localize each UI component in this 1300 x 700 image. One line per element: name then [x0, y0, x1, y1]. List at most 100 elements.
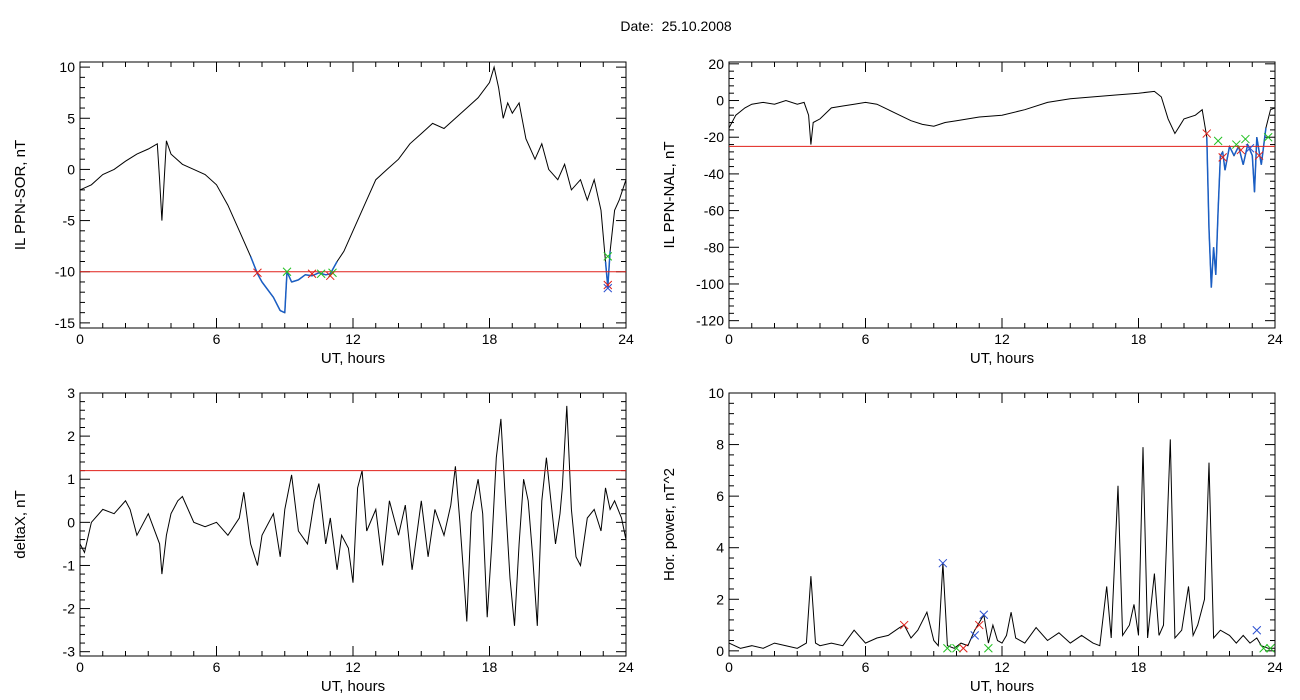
y-tick-label: -100 — [696, 276, 724, 292]
event-marker-stroke — [1236, 145, 1246, 155]
x-axis-label: UT, hours — [970, 350, 1034, 367]
event-marker — [253, 268, 262, 278]
event-marker — [1254, 151, 1264, 160]
series-line — [728, 90, 1276, 288]
y-tick-label: 0 — [67, 161, 75, 177]
y-axis-label: IL PPN-SOR, nT — [12, 140, 29, 250]
event-marker — [958, 643, 968, 653]
event-marker-stroke — [325, 271, 335, 281]
event-marker — [1245, 143, 1255, 153]
event-marker-stroke — [307, 269, 317, 279]
event-marker-stroke — [958, 643, 968, 653]
event-marker-stroke — [1252, 625, 1262, 635]
x-axis-label: UT, hours — [321, 350, 385, 367]
y-axis-label: Hor. power, nT^2 — [661, 468, 678, 581]
event-marker — [1241, 134, 1250, 144]
y-tick-label: 1 — [67, 471, 75, 487]
event-marker — [1259, 643, 1268, 653]
y-tick-label: 0 — [716, 643, 724, 659]
event-marker-stroke — [970, 631, 980, 640]
x-tick-label: 18 — [482, 331, 498, 347]
y-tick-label: 0 — [67, 514, 75, 530]
x-tick-label: 6 — [862, 659, 870, 675]
x-axis-label: UT, hours — [970, 678, 1034, 695]
event-marker-stroke — [1241, 134, 1250, 144]
event-marker — [1236, 145, 1246, 155]
event-marker — [970, 631, 980, 640]
series-line — [728, 439, 1275, 649]
event-marker-stroke — [316, 269, 326, 279]
y-tick-label: -80 — [704, 239, 724, 255]
x-tick-label: 0 — [76, 331, 84, 347]
plot-frame — [79, 392, 627, 657]
event-marker-stroke — [1254, 151, 1264, 160]
event-marker-stroke — [1259, 643, 1268, 653]
x-tick-label: 0 — [725, 331, 733, 347]
x-tick-label: 6 — [213, 331, 221, 347]
x-tick-label: 0 — [76, 659, 84, 675]
event-marker — [952, 643, 961, 653]
y-tick-label: -10 — [55, 264, 75, 280]
event-marker-stroke — [603, 252, 613, 261]
event-marker — [974, 620, 984, 630]
x-tick-label: 12 — [345, 331, 361, 347]
y-tick-label: 0 — [716, 93, 724, 109]
event-marker — [1231, 140, 1241, 149]
event-marker-stroke — [938, 558, 948, 568]
event-marker-stroke — [1231, 140, 1241, 149]
x-tick-label: 18 — [482, 659, 498, 675]
y-tick-label: 3 — [67, 385, 75, 401]
x-tick-label: 12 — [994, 331, 1010, 347]
series-line — [79, 65, 627, 314]
plot-frame — [79, 61, 627, 329]
chart-panel-2: 0 6 12 18 24 -120 -100 -80 -60 -40 -20 0 20 UT, hours… — [661, 56, 1283, 367]
y-tick-label: 10 — [59, 59, 75, 75]
event-marker-stroke — [974, 620, 984, 630]
y-tick-label: -40 — [704, 166, 724, 182]
event-marker-stroke — [603, 283, 613, 293]
event-marker-stroke — [899, 620, 909, 630]
y-tick-label: 2 — [716, 591, 724, 607]
event-marker — [1252, 625, 1262, 635]
y-tick-label: -15 — [55, 315, 75, 331]
y-tick-label: 6 — [716, 488, 724, 504]
y-tick-label: 5 — [67, 110, 75, 126]
event-marker — [1213, 136, 1223, 146]
event-marker-stroke — [1266, 643, 1275, 653]
series-line — [79, 405, 627, 626]
x-axis-label: UT, hours — [321, 678, 385, 695]
event-marker — [938, 558, 948, 568]
x-tick-label: 24 — [1267, 659, 1283, 675]
y-tick-label: 4 — [716, 540, 724, 556]
y-tick-label: -60 — [704, 203, 724, 219]
y-tick-label: 20 — [708, 56, 724, 72]
y-tick-label: -1 — [63, 557, 76, 573]
event-marker-stroke — [952, 643, 961, 653]
event-marker — [307, 269, 317, 279]
event-marker-stroke — [1202, 129, 1212, 138]
plot-frame — [728, 392, 1276, 657]
below-threshold-line — [249, 251, 611, 314]
x-tick-label: 24 — [618, 659, 634, 675]
event-marker-stroke — [983, 643, 993, 653]
x-tick-label: 12 — [994, 659, 1010, 675]
y-tick-label: -20 — [704, 129, 724, 145]
x-tick-label: 24 — [1267, 331, 1283, 347]
event-marker — [325, 271, 335, 281]
x-tick-label: 6 — [862, 331, 870, 347]
chart-panel-1: 0 6 12 18 24 -15 -10 -5 0 5 10 UT, hours IL PPN-SOR,… — [12, 59, 634, 367]
event-marker-stroke — [1218, 153, 1228, 162]
x-tick-label: 0 — [725, 659, 733, 675]
event-marker-stroke — [253, 268, 262, 278]
event-marker-stroke — [1213, 136, 1223, 146]
x-tick-label: 18 — [1131, 659, 1147, 675]
x-tick-label: 12 — [345, 659, 361, 675]
date-value: 25.10.2008 — [661, 18, 732, 34]
x-tick-label: 18 — [1131, 331, 1147, 347]
y-tick-label: 10 — [708, 385, 724, 401]
y-tick-label: -120 — [696, 313, 724, 329]
chart-date-title: Date: 25.10.2008 — [0, 18, 1300, 34]
event-marker — [603, 252, 613, 261]
event-marker — [1266, 643, 1275, 653]
